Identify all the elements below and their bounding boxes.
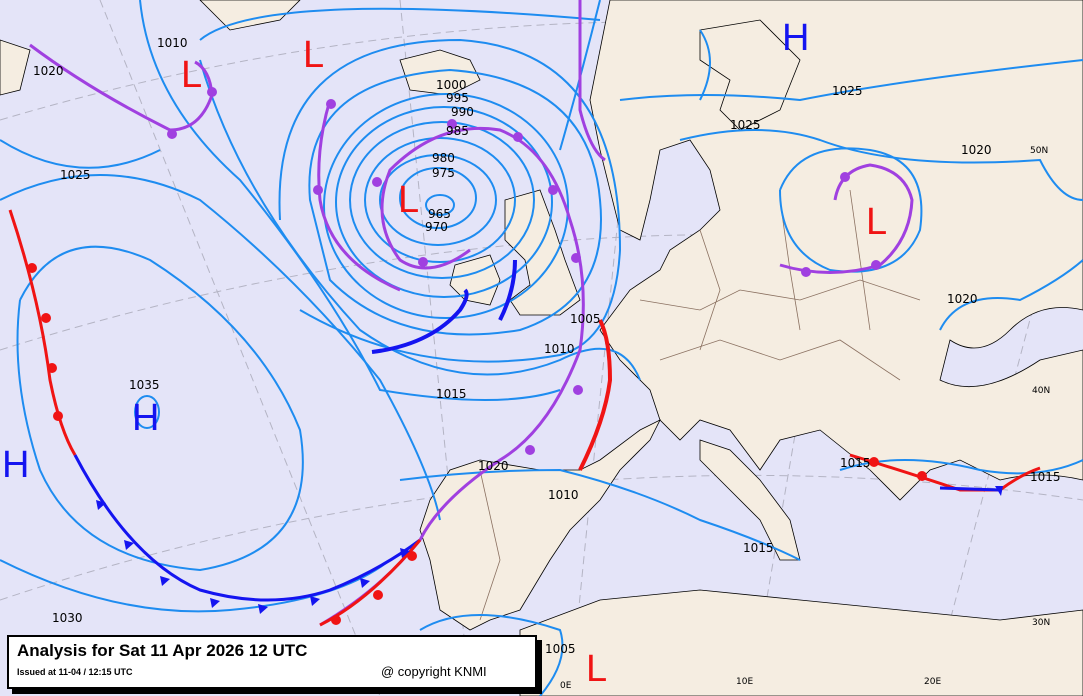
cold-front-greece [939, 486, 1001, 492]
latitude-label: 50N [1030, 146, 1048, 156]
isobar-label: 1020 [947, 292, 978, 306]
high-center: H [132, 397, 159, 439]
isobar-label: 1020 [961, 143, 992, 157]
occluded-front-symbols [167, 87, 881, 455]
low-center: L [181, 54, 202, 96]
isobar-label: 1025 [60, 168, 91, 182]
isobar-label: 1000 [436, 78, 467, 92]
isobar-labels: 1010 1020 1000 995 990 985 980 975 965 9… [33, 36, 1061, 656]
grid-labels: 50N 40N 30N 0E 10E 20E [560, 146, 1050, 691]
longitude-label: 10E [736, 677, 753, 687]
isobar-label: 1010 [544, 342, 575, 356]
isobar-label: 1010 [548, 488, 579, 502]
longitude-label: 20E [924, 677, 941, 687]
isobar-label: 1025 [730, 118, 761, 132]
occluded-front-north [317, 99, 401, 292]
issued-time: Issued at 11-04 / 12:15 UTC [17, 667, 133, 677]
cold-front-symbols [96, 486, 1003, 614]
map-caption-box: Analysis for Sat 11 Apr 2026 12 UTC Issu… [7, 635, 537, 689]
isobar-label: 995 [446, 91, 469, 105]
isobar-label: 1015 [436, 387, 467, 401]
cold-front-atlantic [73, 454, 421, 602]
isobar-label: 1005 [545, 642, 576, 656]
isobar-label: 990 [451, 105, 474, 119]
warm-front-west [8, 209, 77, 456]
occluded-front-russia [779, 163, 914, 274]
low-center: L [303, 34, 324, 76]
isobar-label: 1015 [1030, 470, 1061, 484]
isobar-label: 975 [432, 166, 455, 180]
isobar-label: 1020 [33, 64, 64, 78]
latitude-label: 30N [1032, 618, 1050, 628]
isobar-label: 1025 [832, 84, 863, 98]
low-center: L [586, 648, 607, 690]
isobar-label: 985 [446, 124, 469, 138]
isobar-label: 965 [428, 207, 451, 221]
isobar-label: 1010 [157, 36, 188, 50]
warm-front-france [578, 319, 613, 471]
longitude-label: 0E [560, 681, 572, 691]
occluded-front-main [319, 126, 585, 627]
isobar-label: 970 [425, 220, 448, 234]
analysis-title: Analysis for Sat 11 Apr 2026 12 UTC [17, 641, 308, 660]
isobar-label: 1020 [478, 459, 509, 473]
pressure-centers: H L L L L H H L [2, 17, 887, 690]
low-center: L [866, 201, 887, 243]
occluded-front-norway [578, 0, 606, 162]
fronts [8, 0, 1041, 627]
warm-front-turkey [999, 466, 1041, 492]
isobar-label: 1035 [129, 378, 160, 392]
warm-front-symbols [27, 263, 927, 625]
isobar-label: 980 [432, 151, 455, 165]
copyright-notice: @ copyright KNMI [381, 664, 487, 679]
low-center: L [398, 179, 419, 221]
high-center: H [782, 17, 809, 59]
isobar-label: 1015 [840, 456, 871, 470]
occluded-front-greenland [29, 43, 214, 132]
isobar-label: 1030 [52, 611, 83, 625]
latitude-label: 40N [1032, 386, 1050, 396]
isobar-label: 1005 [570, 312, 601, 326]
isobar-label: 1015 [743, 541, 774, 555]
high-center: H [2, 444, 29, 486]
cold-front-uk [371, 259, 517, 354]
